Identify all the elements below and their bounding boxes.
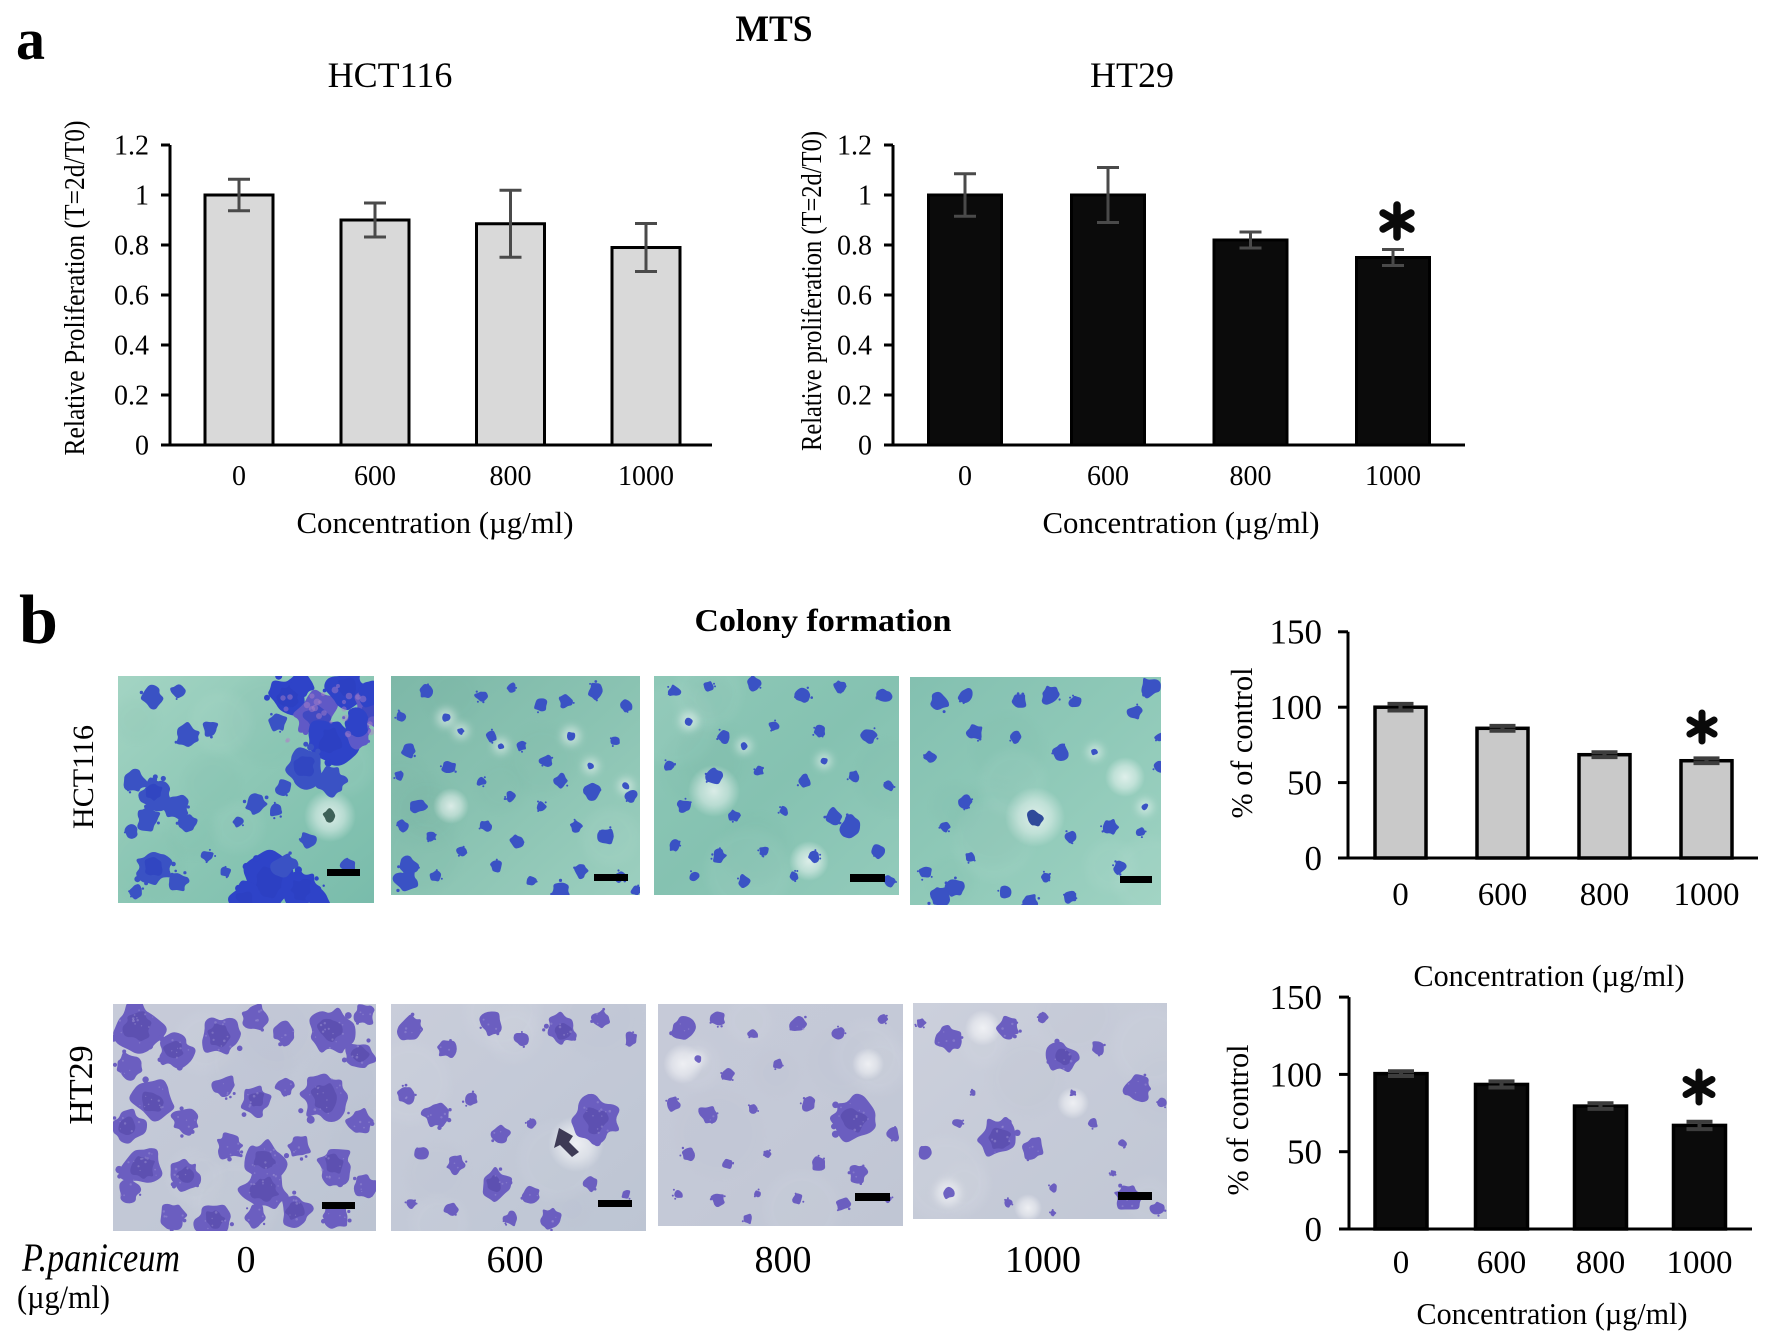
svg-text:0.8: 0.8 <box>837 231 872 262</box>
svg-text:a: a <box>16 7 45 72</box>
svg-text:1: 1 <box>135 181 149 212</box>
svg-text:100: 100 <box>1270 1055 1323 1094</box>
svg-text:1.2: 1.2 <box>114 131 149 162</box>
svg-text:1: 1 <box>858 181 872 212</box>
svg-text:0.6: 0.6 <box>837 281 872 312</box>
svg-text:b: b <box>19 582 58 659</box>
svg-text:600: 600 <box>1087 461 1129 492</box>
svg-text:% of control: % of control <box>1220 1045 1255 1196</box>
svg-text:0: 0 <box>1305 839 1323 878</box>
svg-text:600: 600 <box>354 461 396 492</box>
svg-text:0.2: 0.2 <box>114 381 149 412</box>
svg-text:% of control: % of control <box>1224 668 1259 819</box>
svg-text:0: 0 <box>858 431 872 462</box>
svg-text:0: 0 <box>958 461 972 492</box>
svg-text:800: 800 <box>1230 461 1272 492</box>
svg-text:1000: 1000 <box>1005 1239 1081 1281</box>
svg-text:800: 800 <box>490 461 532 492</box>
svg-text:HCT116: HCT116 <box>67 725 100 829</box>
svg-text:600: 600 <box>1477 1245 1527 1281</box>
svg-text:HT29: HT29 <box>63 1045 100 1124</box>
svg-text:0: 0 <box>237 1239 256 1281</box>
svg-text:0: 0 <box>135 431 149 462</box>
svg-text:800: 800 <box>1580 877 1630 913</box>
svg-text:1000: 1000 <box>1667 1245 1733 1281</box>
svg-text:0.2: 0.2 <box>837 381 872 412</box>
svg-text:150: 150 <box>1270 978 1323 1017</box>
svg-text:Concentration (µg/ml): Concentration (µg/ml) <box>1417 1296 1688 1331</box>
svg-text:1.2: 1.2 <box>837 131 872 162</box>
svg-text:800: 800 <box>1576 1245 1626 1281</box>
svg-text:50: 50 <box>1287 1133 1322 1172</box>
svg-text:600: 600 <box>1478 877 1528 913</box>
svg-text:P.paniceum: P.paniceum <box>21 1235 180 1280</box>
svg-text:150: 150 <box>1270 613 1323 652</box>
svg-text:Colony formation: Colony formation <box>695 602 952 638</box>
svg-text:1000: 1000 <box>618 461 674 492</box>
svg-text:0.4: 0.4 <box>837 331 872 362</box>
svg-text:1000: 1000 <box>1674 877 1740 913</box>
svg-text:(µg/ml): (µg/ml) <box>17 1280 110 1316</box>
svg-text:100: 100 <box>1270 688 1323 727</box>
svg-text:0: 0 <box>232 461 246 492</box>
svg-text:50: 50 <box>1287 764 1322 803</box>
svg-text:0.4: 0.4 <box>114 331 149 362</box>
svg-text:Concentration (µg/ml): Concentration (µg/ml) <box>1043 505 1320 540</box>
svg-text:HT29: HT29 <box>1090 55 1174 95</box>
svg-text:0: 0 <box>1392 877 1409 913</box>
svg-text:Relative Proliferation (T=2d/T: Relative Proliferation (T=2d/T0) <box>60 121 91 456</box>
svg-text:1000: 1000 <box>1365 461 1421 492</box>
svg-text:Concentration (µg/ml): Concentration (µg/ml) <box>1414 958 1685 993</box>
svg-text:600: 600 <box>487 1239 544 1281</box>
svg-text:0: 0 <box>1305 1210 1323 1249</box>
svg-text:Concentration (µg/ml): Concentration (µg/ml) <box>297 505 574 540</box>
svg-text:0: 0 <box>1393 1245 1410 1281</box>
svg-text:0.8: 0.8 <box>114 231 149 262</box>
svg-text:800: 800 <box>755 1239 812 1281</box>
svg-text:HCT116: HCT116 <box>328 55 453 95</box>
svg-text:MTS: MTS <box>736 9 813 50</box>
svg-text:Relative proliferation (T=2d/T: Relative proliferation (T=2d/T0) <box>797 131 828 451</box>
svg-text:0.6: 0.6 <box>114 281 149 312</box>
